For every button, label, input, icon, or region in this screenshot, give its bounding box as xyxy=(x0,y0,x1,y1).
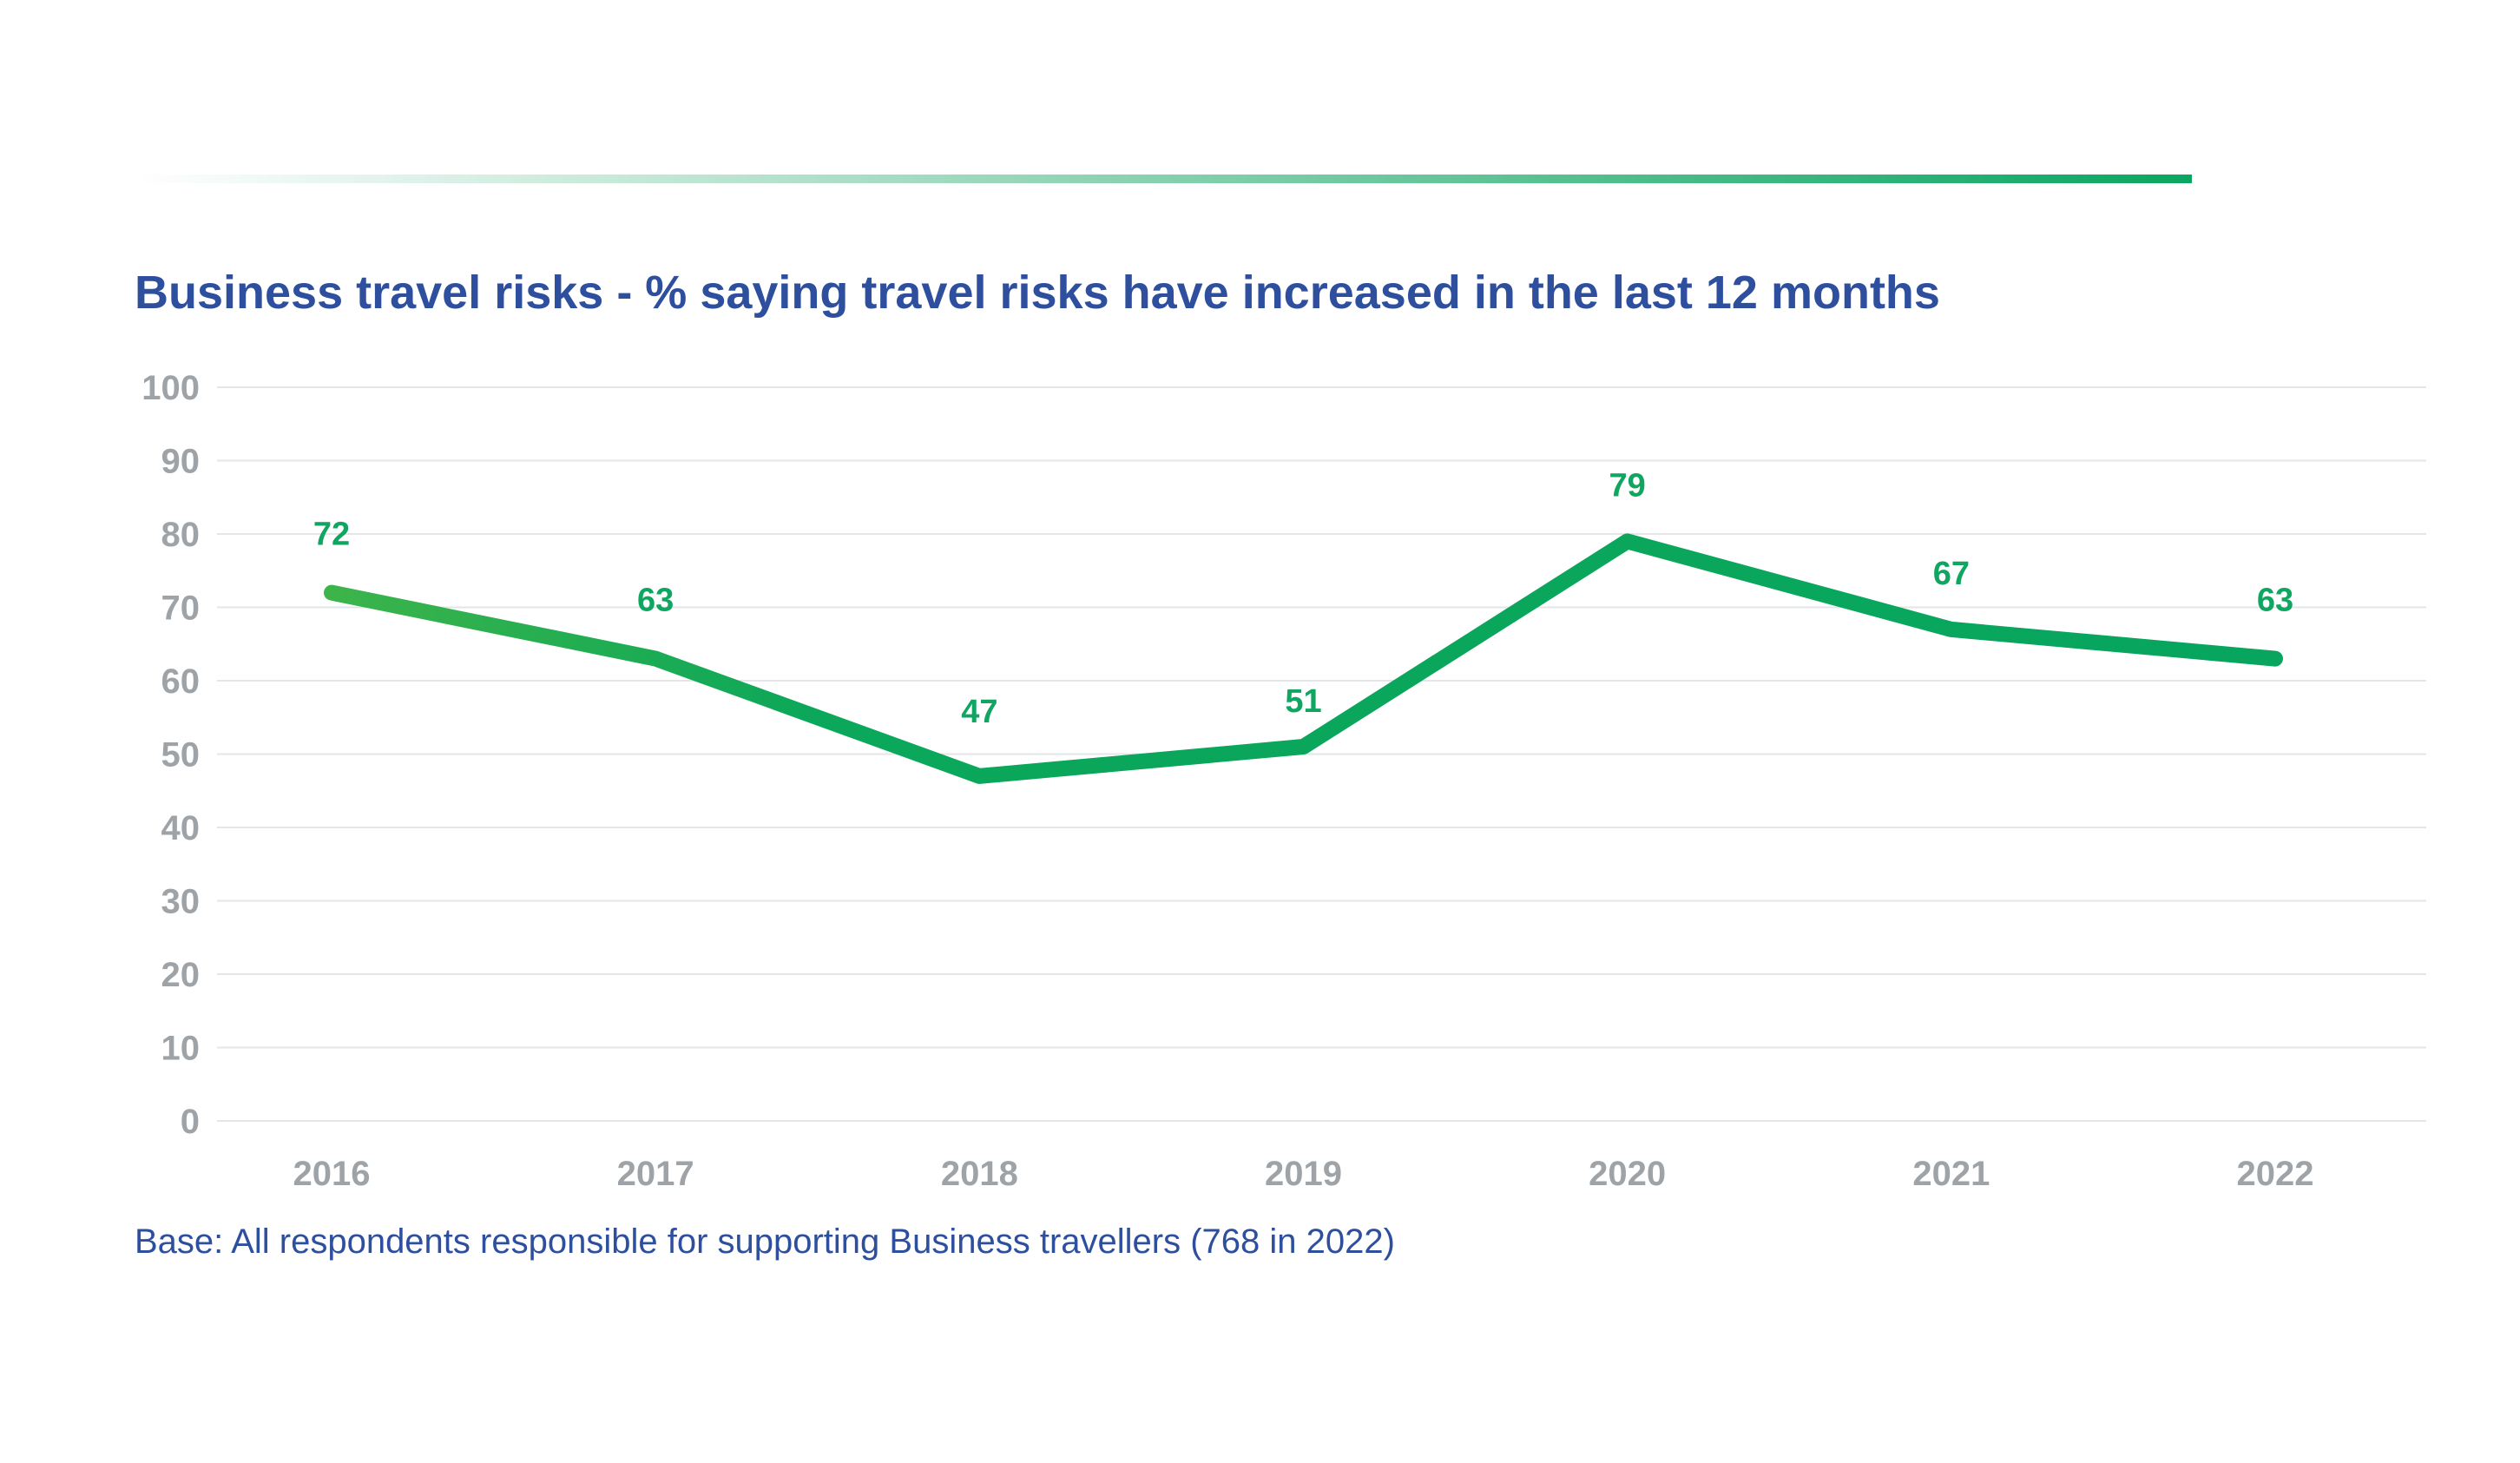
data-point xyxy=(1627,540,1628,542)
data-point xyxy=(2274,658,2276,660)
data-label: 63 xyxy=(637,583,674,619)
data-label: 67 xyxy=(1933,556,1970,592)
data-point xyxy=(1951,629,1952,630)
data-label: 51 xyxy=(1285,683,1321,720)
y-tick-label: 0 xyxy=(181,1103,200,1141)
x-tick-label: 2019 xyxy=(1265,1155,1342,1193)
y-tick-label: 70 xyxy=(161,590,201,628)
x-tick-label: 2018 xyxy=(941,1155,1018,1193)
data-point xyxy=(978,775,980,777)
x-tick-label: 2016 xyxy=(293,1155,371,1193)
chart-title: Business travel risks - % saying travel … xyxy=(135,267,1940,319)
y-tick-label: 50 xyxy=(161,736,201,774)
grid-lines xyxy=(217,386,2426,1122)
x-tick-label: 2017 xyxy=(617,1155,694,1193)
series-line xyxy=(324,533,2283,784)
y-axis-ticks: 0 10 20 30 40 50 60 70 80 90 100 xyxy=(141,369,200,1141)
data-label: 72 xyxy=(313,517,350,553)
data-point xyxy=(655,658,656,660)
data-point xyxy=(331,592,332,594)
y-tick-label: 90 xyxy=(161,443,201,481)
data-label: 79 xyxy=(1609,467,1646,504)
x-axis-ticks: 2016 2017 2018 2019 2020 2021 2022 xyxy=(293,1155,2314,1193)
y-tick-label: 20 xyxy=(161,956,201,994)
series-layer xyxy=(324,533,2283,784)
y-tick-label: 60 xyxy=(161,662,201,701)
data-point xyxy=(1303,746,1305,748)
data-labels: 72 63 47 51 79 67 63 xyxy=(313,467,2293,729)
y-tick-label: 80 xyxy=(161,516,201,554)
y-tick-label: 40 xyxy=(161,809,201,847)
data-label: 63 xyxy=(2257,583,2293,619)
y-tick-label: 30 xyxy=(161,883,201,921)
y-tick-label: 100 xyxy=(141,369,200,407)
base-note: Base: All respondents responsible for su… xyxy=(135,1222,1395,1261)
x-tick-label: 2020 xyxy=(1589,1155,1666,1193)
data-label: 47 xyxy=(961,694,997,730)
y-tick-label: 10 xyxy=(161,1030,201,1068)
x-tick-label: 2021 xyxy=(1912,1155,1990,1193)
x-tick-label: 2022 xyxy=(2237,1155,2314,1193)
accent-rule xyxy=(135,175,2192,183)
